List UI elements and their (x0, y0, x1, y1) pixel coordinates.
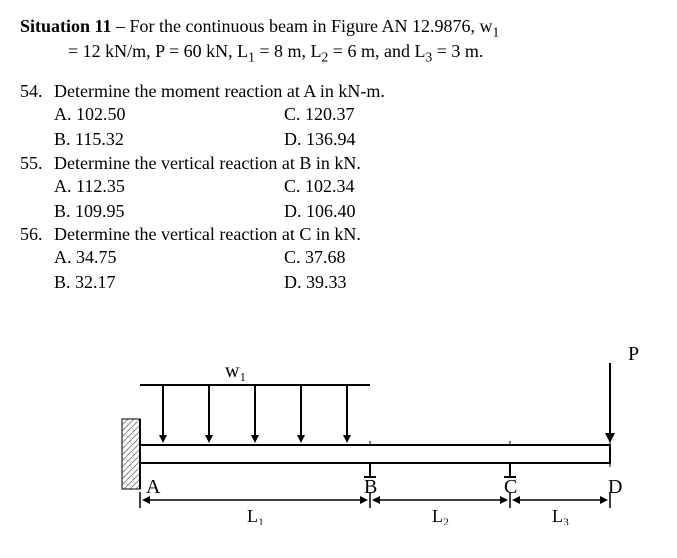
params-sub1: 1 (248, 49, 255, 64)
question-text: Determine the vertical reaction at B in … (54, 153, 657, 174)
params-mid1: = 8 m, L (255, 41, 322, 61)
question-num: 54. (20, 81, 54, 102)
choice-d: D. 39.33 (284, 270, 514, 295)
svg-text:L₃: L₃ (552, 506, 569, 525)
beam-figure: w₁PABCDL₁L₂L₃ (90, 325, 657, 530)
params-mid2: = 6 m, and L (328, 41, 425, 61)
svg-text:L₂: L₂ (432, 506, 449, 525)
question-text: Determine the vertical reaction at C in … (54, 224, 657, 245)
question-row: 55. Determine the vertical reaction at B… (20, 153, 657, 174)
choice-c: C. 37.68 (284, 245, 514, 270)
choice-d: D. 136.94 (284, 127, 514, 152)
params-1: = 12 kN/m, P = 60 kN, L (68, 41, 248, 61)
beam-diagram-svg: w₁PABCDL₁L₂L₃ (90, 325, 650, 525)
choice-c: C. 120.37 (284, 102, 514, 127)
question-row: 54. Determine the moment reaction at A i… (20, 81, 657, 102)
questions-block: 54. Determine the moment reaction at A i… (20, 81, 657, 295)
situation-intro-sub: 1 (493, 25, 500, 40)
choices-row: A. 112.35 B. 109.95 C. 102.34 D. 106.40 (54, 174, 657, 224)
params-end: = 3 m. (432, 41, 483, 61)
choice-d: D. 106.40 (284, 199, 514, 224)
choice-b: B. 115.32 (54, 127, 284, 152)
choice-a: A. 102.50 (54, 102, 284, 127)
question-num: 56. (20, 224, 54, 245)
choice-a: A. 34.75 (54, 245, 284, 270)
question-num: 55. (20, 153, 54, 174)
question-row: 56. Determine the vertical reaction at C… (20, 224, 657, 245)
choices-row: A. 34.75 B. 32.17 C. 37.68 D. 39.33 (54, 245, 657, 295)
svg-text:P: P (628, 343, 639, 365)
choice-c: C. 102.34 (284, 174, 514, 199)
svg-text:A: A (146, 476, 161, 498)
situation-label: Situation 11 (20, 16, 112, 36)
situation-intro: – For the continuous beam in Figure AN 1… (112, 16, 493, 36)
choices-row: A. 102.50 B. 115.32 C. 120.37 D. 136.94 (54, 102, 657, 152)
question-text: Determine the moment reaction at A in kN… (54, 81, 657, 102)
choice-a: A. 112.35 (54, 174, 284, 199)
svg-text:L₁: L₁ (247, 506, 264, 525)
choice-b: B. 109.95 (54, 199, 284, 224)
svg-text:w₁: w₁ (225, 360, 246, 382)
situation-header: Situation 11 – For the continuous beam i… (20, 16, 657, 65)
choice-b: B. 32.17 (54, 270, 284, 295)
